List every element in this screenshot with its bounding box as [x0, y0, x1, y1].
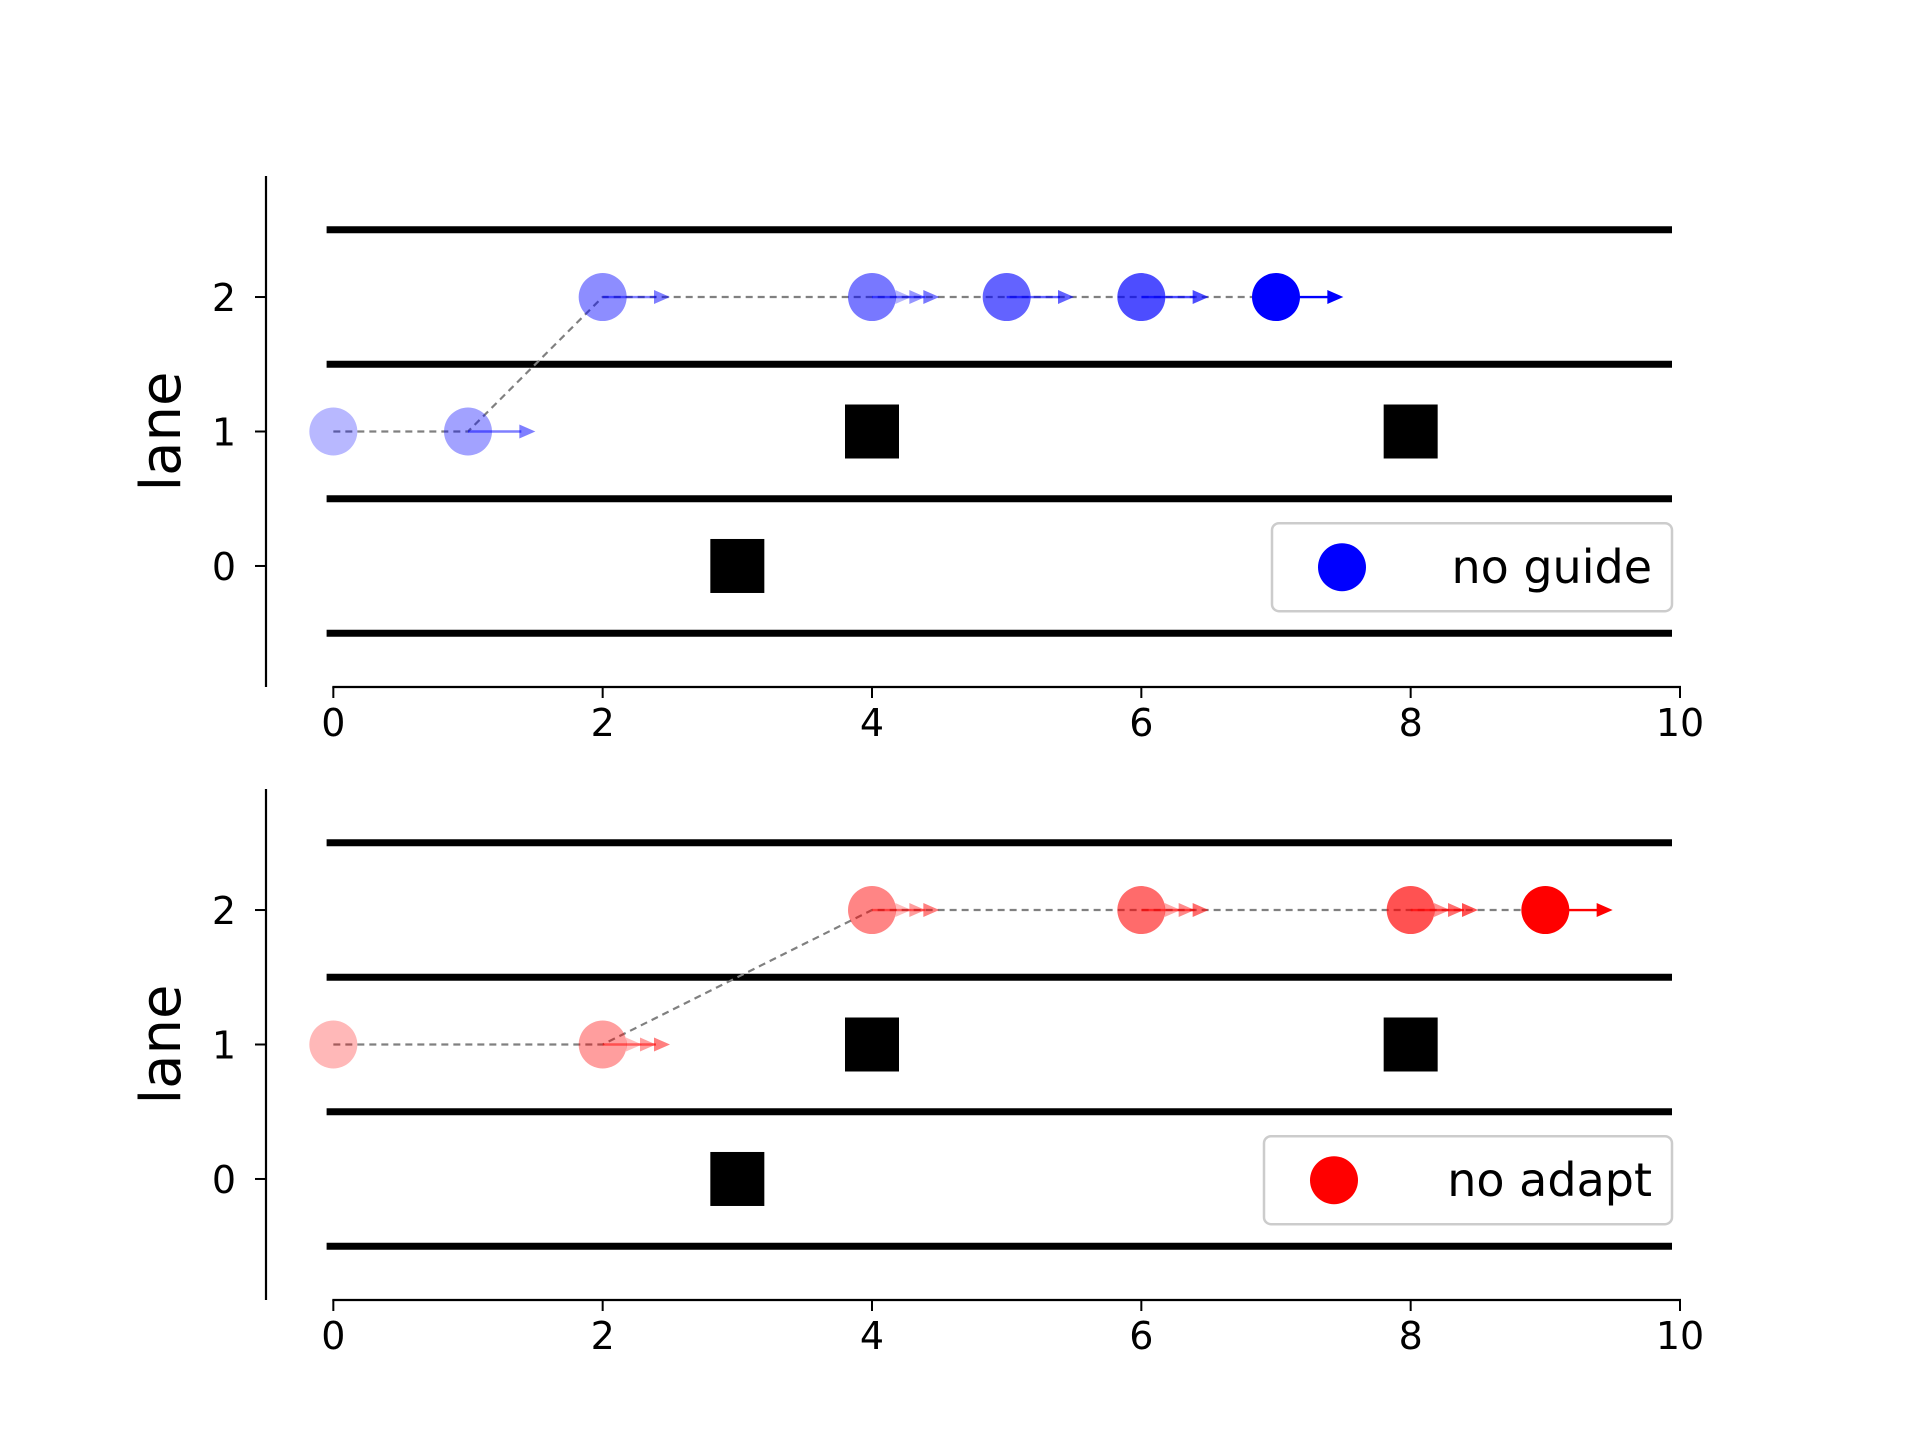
trajectory-point — [1521, 886, 1570, 935]
velocity-arrow-head — [895, 903, 912, 918]
velocity-arrow-head — [909, 903, 926, 918]
velocity-arrow-head — [895, 290, 912, 305]
velocity-arrow-head — [1462, 903, 1478, 918]
x-tick-label: 10 — [1656, 1314, 1704, 1358]
y-tick-label: 2 — [212, 889, 236, 933]
trajectory-point — [1117, 273, 1166, 322]
trajectory-point — [578, 1020, 627, 1069]
legend-marker — [1310, 1156, 1358, 1205]
x-tick-label: 4 — [860, 701, 884, 745]
velocity-arrow-head — [1192, 903, 1209, 918]
legend-marker — [1318, 543, 1366, 592]
velocity-arrow-head — [1192, 290, 1209, 305]
velocity-arrow-head — [923, 290, 940, 305]
velocity-arrow-head — [1448, 903, 1464, 918]
x-tick-label: 2 — [591, 1314, 615, 1358]
trajectory-point — [982, 273, 1031, 322]
x-tick-label: 8 — [1399, 1314, 1423, 1358]
trajectory-point — [309, 1020, 358, 1069]
legend-label: no adapt — [1447, 1153, 1652, 1207]
x-tick-label: 0 — [321, 1314, 345, 1358]
x-tick-label: 8 — [1399, 701, 1423, 745]
obstacle-marker — [1383, 404, 1438, 459]
legend-frame — [1270, 521, 1674, 613]
y-tick-label: 2 — [212, 276, 236, 320]
obstacle-marker — [710, 538, 765, 593]
trajectory-point — [1252, 273, 1300, 322]
trajectory-point — [848, 886, 896, 935]
obstacle-marker — [845, 404, 899, 459]
velocity-arrow-head — [640, 1037, 656, 1052]
x-tick-label: 10 — [1656, 701, 1704, 745]
y-tick-label: 1 — [212, 411, 236, 455]
subplot-bottom: 0 2 4 6 8 10 0 1 2 lane no adapt — [129, 789, 1704, 1358]
x-tick-label: 0 — [321, 701, 345, 745]
velocity-arrow-head — [923, 903, 940, 918]
subplot-top: 0 2 4 6 8 10 0 1 2 lane no guide — [129, 176, 1704, 745]
velocity-arrow-head — [654, 1037, 670, 1052]
y-tick-label: 0 — [212, 545, 236, 589]
y-tick-label: 0 — [212, 1158, 236, 1202]
velocity-arrow-head — [654, 290, 670, 305]
velocity-arrow-head — [519, 424, 536, 439]
legend-frame — [1262, 1134, 1674, 1226]
trajectory-point — [444, 407, 492, 456]
x-tick-label: 6 — [1129, 1314, 1153, 1358]
legend: no adapt — [1262, 1134, 1674, 1226]
trajectory-point — [1117, 886, 1166, 935]
velocity-arrow-head — [1058, 290, 1074, 305]
velocity-arrow-head — [1327, 290, 1344, 305]
legend-label: no guide — [1451, 540, 1652, 594]
y-axis-label: lane — [129, 985, 194, 1105]
velocity-arrow-head — [1596, 903, 1613, 918]
obstacle-marker — [845, 1017, 899, 1072]
trajectory-point — [848, 273, 896, 322]
x-tick-label: 6 — [1129, 701, 1153, 745]
velocity-arrow-head — [909, 290, 926, 305]
obstacle-marker — [710, 1151, 765, 1206]
velocity-arrow-head — [626, 1037, 642, 1052]
trajectory-point — [1386, 886, 1435, 935]
velocity-arrow-head — [1164, 903, 1181, 918]
obstacle-marker — [1383, 1017, 1438, 1072]
y-tick-label: 1 — [212, 1024, 236, 1068]
velocity-arrow-head — [1434, 903, 1450, 918]
y-axis-label: lane — [129, 372, 194, 492]
trajectory-point — [578, 273, 627, 322]
velocity-arrow-head — [1178, 903, 1195, 918]
x-tick-label: 2 — [591, 701, 615, 745]
trajectory-point — [309, 407, 358, 456]
x-tick-label: 4 — [860, 1314, 884, 1358]
legend: no guide — [1270, 521, 1674, 613]
